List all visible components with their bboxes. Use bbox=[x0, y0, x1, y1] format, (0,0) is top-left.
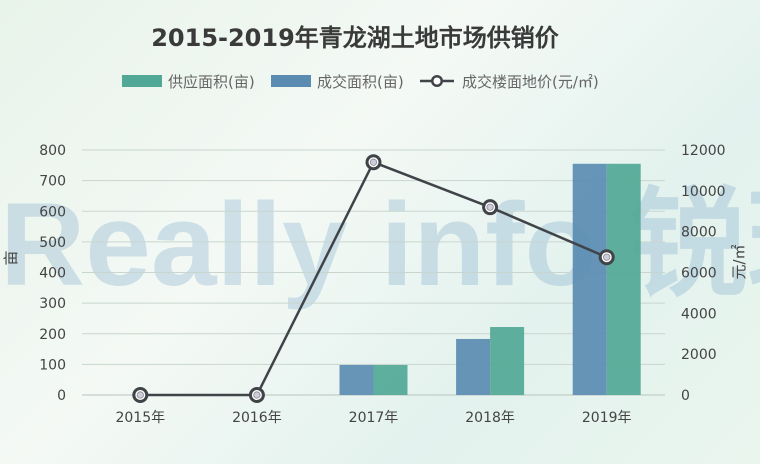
price-point bbox=[132, 387, 149, 403]
y-axis-label: 亩 bbox=[2, 250, 20, 265]
chart-title: 2015-2019年青龙湖土地市场供销价 bbox=[151, 24, 560, 52]
price-marker-core bbox=[603, 253, 611, 261]
legend-label: 成交楼面地价(元/㎡) bbox=[462, 73, 599, 91]
y-tick-label: 800 bbox=[39, 143, 66, 159]
y-tick-label: 400 bbox=[39, 266, 66, 282]
price-point bbox=[365, 154, 382, 171]
y2-tick-label: 6000 bbox=[681, 266, 717, 282]
watermark: Really info 锐理数据 bbox=[0, 179, 760, 311]
bar-supply-area bbox=[373, 364, 408, 395]
legend-label: 成交面积(亩) bbox=[317, 73, 404, 91]
watermark-text: Really info 锐理数据 bbox=[0, 179, 760, 311]
y2-tick-label: 10000 bbox=[681, 184, 726, 200]
price-marker-core bbox=[486, 203, 494, 211]
price-point bbox=[482, 199, 499, 216]
y-axis-left: 0 100 200 300 400 500 600 700 800 bbox=[39, 143, 66, 404]
y-tick-label: 600 bbox=[39, 204, 66, 220]
legend-item: 成交面积(亩) bbox=[271, 73, 404, 91]
legend: 供应面积(亩) 成交面积(亩) 成交楼面地价(元/㎡) bbox=[122, 73, 599, 91]
bar-supply-area bbox=[490, 327, 525, 395]
bar-supply-area bbox=[606, 163, 641, 395]
y-tick-label: 200 bbox=[39, 327, 66, 343]
y-tick-label: 100 bbox=[39, 357, 66, 373]
x-tick-label: 2019年 bbox=[582, 410, 632, 426]
y-tick-label: 700 bbox=[39, 174, 66, 190]
y2-tick-label: 4000 bbox=[681, 306, 717, 322]
y-tick-label: 500 bbox=[39, 235, 66, 251]
x-tick-label: 2018年 bbox=[465, 410, 515, 426]
y2-axis-label: 元/㎡ bbox=[730, 244, 748, 279]
y2-tick-label: 0 bbox=[681, 388, 690, 404]
price-point bbox=[598, 249, 615, 266]
y2-tick-label: 8000 bbox=[681, 225, 717, 241]
legend-swatch bbox=[122, 75, 162, 87]
bar-transaction-area bbox=[456, 338, 491, 395]
price-marker-core bbox=[369, 158, 378, 166]
y-tick-label: 0 bbox=[57, 388, 66, 404]
x-tick-label: 2015年 bbox=[115, 410, 165, 426]
y-axis-right: 0 2000 4000 6000 8000 10000 12000 bbox=[681, 143, 726, 404]
legend-item: 供应面积(亩) bbox=[122, 73, 255, 91]
y2-tick-label: 2000 bbox=[681, 347, 717, 363]
x-tick-label: 2016年 bbox=[232, 410, 282, 426]
legend-item: 成交楼面地价(元/㎡) bbox=[420, 73, 599, 91]
price-point bbox=[248, 387, 265, 403]
price-marker-core bbox=[136, 391, 144, 399]
price-line bbox=[132, 154, 615, 403]
bar-transaction-area bbox=[572, 163, 607, 395]
x-tick-label: 2017年 bbox=[349, 410, 399, 426]
price-marker-core bbox=[253, 391, 261, 399]
legend-marker-inner bbox=[433, 77, 441, 85]
y2-tick-label: 12000 bbox=[681, 143, 726, 159]
x-axis: 2015年 2016年 2017年 2018年 2019年 bbox=[82, 394, 665, 426]
bars bbox=[339, 163, 641, 395]
legend-swatch bbox=[271, 75, 311, 87]
bar-transaction-area bbox=[339, 364, 374, 395]
legend-label: 供应面积(亩) bbox=[168, 73, 255, 91]
y-tick-label: 300 bbox=[39, 296, 66, 312]
